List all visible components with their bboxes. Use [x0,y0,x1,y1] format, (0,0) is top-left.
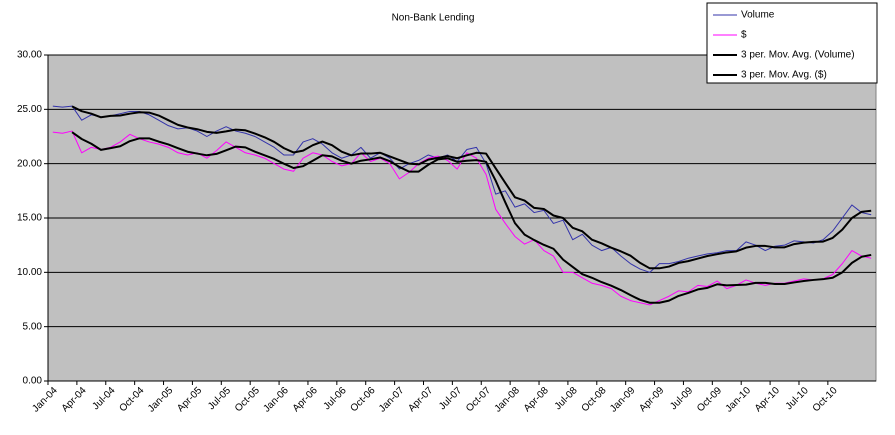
chart-title: Non-Bank Lending [392,13,475,24]
legend-label: Volume [741,10,775,21]
series-line [71,131,872,304]
series-line [71,105,872,270]
y-tick-label: 15.00 [17,213,42,224]
y-tick-label: 5.00 [23,321,43,332]
legend-label: 3 per. Mov. Avg. ($) [741,70,827,81]
legend-label: $ [741,30,747,41]
legend-box [706,2,878,84]
legend-label: 3 per. Mov. Avg. (Volume) [741,50,855,61]
y-tick-label: 0.00 [23,376,43,387]
y-tick-label: 30.00 [17,50,42,61]
y-tick-label: 25.00 [17,104,42,115]
y-tick-label: 20.00 [17,158,42,169]
y-tick-label: 10.00 [17,267,42,278]
